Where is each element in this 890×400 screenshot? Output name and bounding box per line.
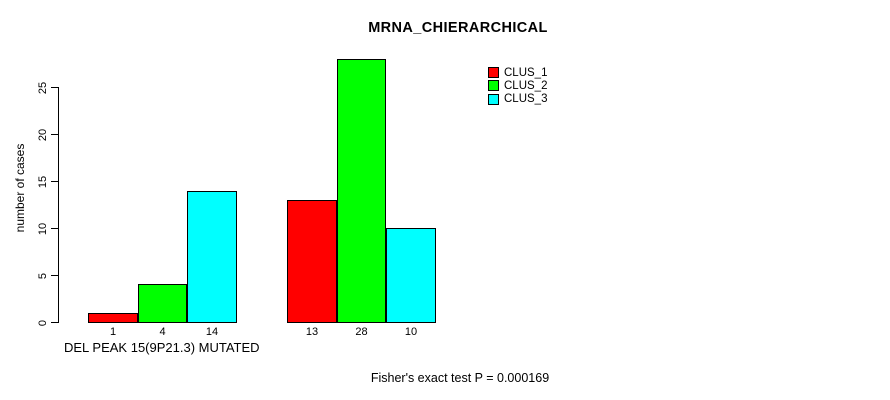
y-tick-label: 20 — [37, 128, 49, 141]
bar-value-label: 1 — [109, 326, 117, 338]
bar-value-label: 4 — [159, 326, 166, 338]
x-axis-label: DEL PEAK 15(9P21.3) MUTATED — [64, 340, 260, 355]
y-tick — [51, 134, 58, 135]
bar-clus_1-group-2 — [287, 200, 337, 323]
legend-item-clus_2: CLUS_2 — [488, 79, 547, 92]
legend-item-clus_1: CLUS_1 — [488, 66, 547, 79]
y-tick — [51, 322, 58, 323]
legend: CLUS_1 CLUS_2 CLUS_3 — [488, 66, 547, 106]
legend-item-clus_3: CLUS_3 — [488, 93, 547, 106]
bar-clus_3-group-1 — [187, 191, 237, 323]
bar-clus_2-group-2 — [337, 59, 386, 323]
bar-value-label: 13 — [305, 326, 319, 338]
bar-clus_2-group-1 — [138, 284, 187, 323]
y-tick — [51, 275, 58, 276]
y-tick — [51, 87, 58, 88]
y-tick-label: 10 — [37, 222, 49, 235]
fisher-test-annotation: Fisher's exact test P = 0.000169 — [370, 371, 550, 385]
y-tick-label: 5 — [37, 272, 49, 279]
bar-value-label: 10 — [404, 326, 418, 338]
legend-label: CLUS_2 — [504, 79, 548, 92]
y-axis-line — [58, 87, 59, 323]
legend-label: CLUS_3 — [504, 93, 548, 106]
y-tick-label: 15 — [37, 175, 49, 188]
legend-swatch-clus_1 — [488, 67, 499, 79]
y-tick-label: 25 — [37, 81, 49, 94]
legend-label: CLUS_1 — [504, 66, 548, 79]
bar-value-label: 28 — [355, 326, 368, 338]
y-axis-label: number of cases — [13, 143, 27, 233]
bar-value-label: 14 — [205, 326, 219, 338]
legend-swatch-clus_2 — [488, 80, 499, 92]
bar-clus_3-group-2 — [386, 228, 436, 323]
chart-title: MRNA_CHIERARCHICAL — [368, 20, 548, 36]
legend-swatch-clus_3 — [488, 93, 499, 105]
y-tick — [51, 181, 58, 182]
y-tick-label: 0 — [37, 319, 49, 326]
y-tick — [51, 228, 58, 229]
bar-clus_1-group-1 — [88, 313, 138, 323]
